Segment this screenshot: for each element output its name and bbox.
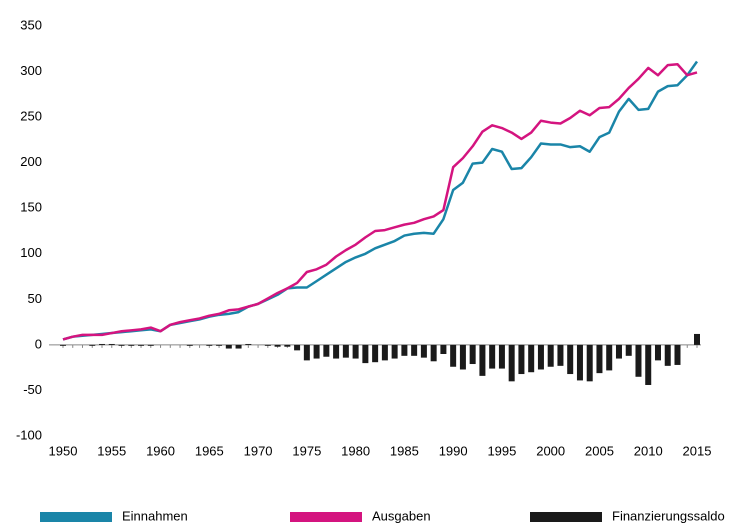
bar <box>99 343 106 345</box>
bar <box>284 344 291 347</box>
x-tick-label: 1965 <box>195 443 224 458</box>
y-tick-label: 250 <box>20 109 42 124</box>
bar <box>420 344 427 358</box>
bar <box>147 344 154 346</box>
bar <box>528 344 535 373</box>
x-tick-label: 1990 <box>439 443 468 458</box>
bar <box>586 344 593 382</box>
bar <box>645 344 652 385</box>
bar <box>479 344 486 376</box>
legend-label: Finanzierungssaldo <box>612 508 725 523</box>
bar <box>411 344 418 356</box>
bar <box>625 344 632 356</box>
bar <box>294 344 301 351</box>
bar <box>489 344 496 369</box>
x-tick-label: 1970 <box>244 443 273 458</box>
bar <box>381 344 388 361</box>
bar <box>352 344 359 359</box>
bar <box>60 344 66 346</box>
x-tick-label: 2010 <box>634 443 663 458</box>
bar <box>372 344 379 363</box>
bar <box>606 344 613 371</box>
line <box>62 63 698 341</box>
bar <box>557 344 564 366</box>
bar <box>537 344 544 370</box>
bar <box>118 344 125 346</box>
y-tick-label: 200 <box>20 154 42 169</box>
bar <box>430 344 437 362</box>
x-tick-label: 2005 <box>585 443 614 458</box>
legend-label: Einnahmen <box>122 508 188 523</box>
legend-swatch <box>40 512 112 522</box>
bar <box>694 333 700 345</box>
y-tick-label: 100 <box>20 245 42 260</box>
bar <box>440 344 447 354</box>
x-tick-label: 1985 <box>390 443 419 458</box>
bar <box>664 344 671 366</box>
bar <box>459 344 466 370</box>
bar <box>615 344 622 359</box>
x-tick-label: 1955 <box>97 443 126 458</box>
bar <box>362 344 369 364</box>
bar <box>264 344 271 346</box>
bar <box>89 344 96 346</box>
bar <box>401 344 408 356</box>
bar <box>450 344 457 367</box>
legend-swatch <box>290 512 362 522</box>
x-tick-label: 2000 <box>536 443 565 458</box>
y-tick-label: -50 <box>23 382 42 397</box>
bar <box>508 344 515 382</box>
bar <box>216 344 223 346</box>
y-tick-label: 150 <box>20 200 42 215</box>
bar <box>235 344 242 349</box>
bar <box>498 344 505 369</box>
bar <box>138 344 145 346</box>
x-tick-label: 1960 <box>146 443 175 458</box>
bar <box>469 344 476 365</box>
x-tick-label: 1995 <box>487 443 516 458</box>
bar <box>654 344 661 361</box>
bar <box>635 344 642 377</box>
x-tick-label: 1975 <box>292 443 321 458</box>
y-tick-label: 300 <box>20 63 42 78</box>
bar <box>342 344 349 358</box>
bar <box>567 344 574 375</box>
bar <box>518 344 525 375</box>
x-tick-label: 2015 <box>683 443 712 458</box>
legend-label: Ausgaben <box>372 508 431 523</box>
x-tick-label: 1980 <box>341 443 370 458</box>
line <box>62 60 699 341</box>
bar <box>303 344 310 361</box>
bar <box>128 344 135 346</box>
bar <box>333 344 340 359</box>
bar <box>313 344 320 359</box>
y-tick-label: 350 <box>20 17 42 32</box>
bar <box>108 343 115 345</box>
bar <box>323 344 330 357</box>
bar <box>391 344 398 359</box>
y-tick-label: 0 <box>35 336 42 351</box>
bar <box>186 344 193 346</box>
y-tick-label: -100 <box>16 427 42 442</box>
bar <box>225 344 232 349</box>
y-tick-label: 50 <box>28 291 42 306</box>
bar <box>576 344 583 381</box>
bar <box>274 344 281 347</box>
bar <box>674 344 681 365</box>
bar <box>245 343 252 345</box>
bar <box>206 344 213 346</box>
bar <box>547 344 554 367</box>
legend-swatch <box>530 512 602 522</box>
bar <box>596 344 603 374</box>
x-tick-label: 1950 <box>49 443 78 458</box>
